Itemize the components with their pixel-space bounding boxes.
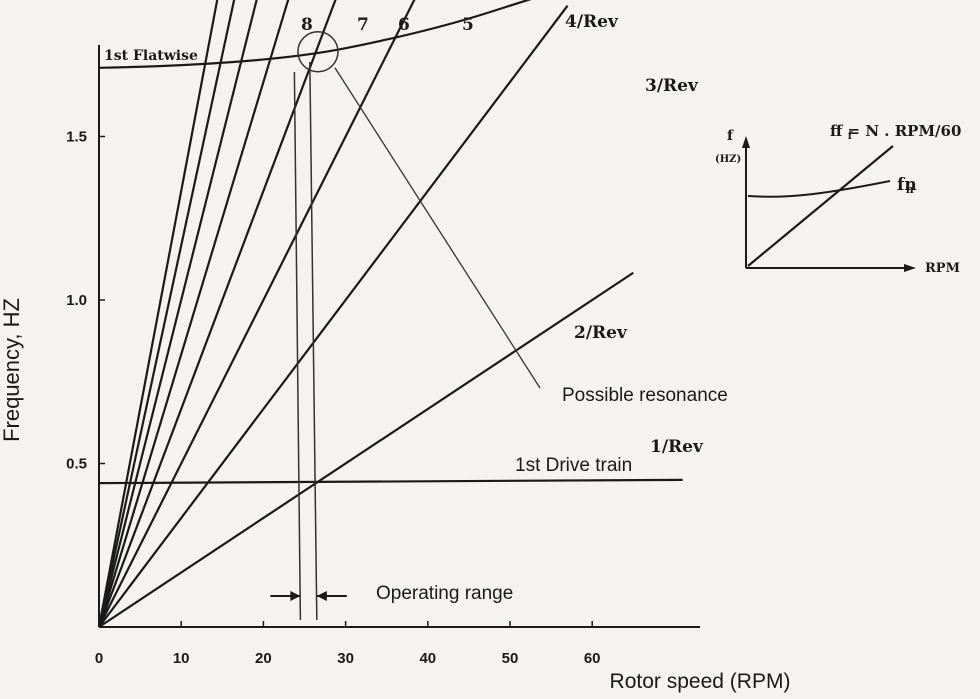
- excitation-line-8: [97, 0, 219, 628]
- excitation-label-8: 8: [301, 15, 313, 35]
- inset-curve-label-subscript: n: [906, 183, 914, 196]
- y-tick-label: 1.0: [66, 292, 87, 309]
- excitation-label-1-rev: 1/Rev: [650, 437, 704, 457]
- inset-formula: fff = N . RPM/60: [830, 122, 961, 142]
- inset-y-arrowhead: [742, 136, 750, 148]
- possible-resonance-leader: [334, 67, 541, 389]
- excitation-line-2-rev: [98, 5, 569, 628]
- inset-x-label: RPM: [925, 261, 960, 276]
- operating-range-left-boundary: [293, 71, 302, 621]
- natural-frequency-label-1st-flatwise: 1st Flatwise: [104, 48, 198, 64]
- x-tick-label: 20: [255, 650, 272, 667]
- inset-y-label: f: [727, 128, 734, 144]
- x-tick-label: 50: [502, 650, 519, 667]
- excitation-label-4-rev: 4/Rev: [565, 12, 619, 32]
- inset-y-unit: (HZ): [715, 154, 741, 165]
- excitation-line-5: [97, 0, 290, 628]
- natural-frequency-line-1st-drive-train: [98, 478, 683, 485]
- natural-frequency-group: 2nd Drive train1st ChordwiseTower bendin…: [98, 0, 683, 485]
- y-tick-group: 0.51.01.52.02.53.0: [66, 129, 105, 473]
- y-tick-label: 1.5: [66, 129, 87, 146]
- x-tick-label: 60: [584, 650, 601, 667]
- y-tick-label: 0.5: [66, 456, 87, 473]
- excitation-label-5: 5: [462, 15, 474, 35]
- x-tick-label: 10: [173, 650, 190, 667]
- excitation-label-2-rev: 2/Rev: [574, 323, 628, 343]
- natural-frequency-line-1st-flatwise: [98, 0, 532, 69]
- operating-range-right-boundary: [309, 61, 318, 621]
- x-tick-label: 40: [419, 650, 436, 667]
- excitation-label-3-rev: 3/Rev: [645, 76, 699, 96]
- inset-formula-subscript: f: [848, 131, 853, 142]
- natural-frequency-label-1st-drive-train: 1st Drive train: [515, 455, 632, 476]
- inset-x-arrowhead: [904, 264, 916, 272]
- excitation-line-6: [97, 0, 258, 628]
- excitation-line-1-rev: [98, 271, 634, 628]
- possible-resonance-label: Possible resonance: [562, 385, 728, 406]
- excitation-line-7: [97, 0, 236, 628]
- per-rev-line-group: 1/Rev 2/Rev 3/Rev 4/Rev 5 6 7 8: [97, 0, 704, 628]
- operating-range-left-arrowhead: [290, 591, 301, 601]
- operating-range-group: Operating range: [270, 61, 513, 621]
- excitation-line-3-rev: [98, 0, 416, 628]
- excitation-label-6: 6: [398, 15, 410, 35]
- inset-curve-label-text: fn: [897, 175, 917, 195]
- x-tick-group: 0 10 20 30 40 50 60: [95, 621, 601, 667]
- x-tick-label: 0: [95, 650, 103, 667]
- excitation-label-7: 7: [357, 15, 369, 35]
- operating-range-right-arrowhead: [316, 591, 327, 601]
- excitation-line-4-rev: [97, 0, 337, 628]
- x-tick-label: 30: [337, 650, 354, 667]
- annotation-group: Possible resonance: [297, 31, 728, 406]
- inset-diagram: f (HZ) RPM fff = N . RPM/60 fnn: [715, 122, 961, 276]
- operating-range-label: Operating range: [376, 583, 513, 604]
- inset-curve-label: fnn: [897, 175, 917, 196]
- inset-natural-frequency-curve: [747, 180, 891, 198]
- chart-axes: [98, 45, 700, 628]
- inset-excitation-line: [747, 145, 894, 267]
- y-axis-label: Frequency, HZ: [0, 298, 24, 442]
- inset-formula-text: ff = N . RPM/60: [830, 122, 961, 140]
- possible-resonance-circle: [297, 31, 339, 73]
- x-axis-label: Rotor speed (RPM): [610, 670, 791, 693]
